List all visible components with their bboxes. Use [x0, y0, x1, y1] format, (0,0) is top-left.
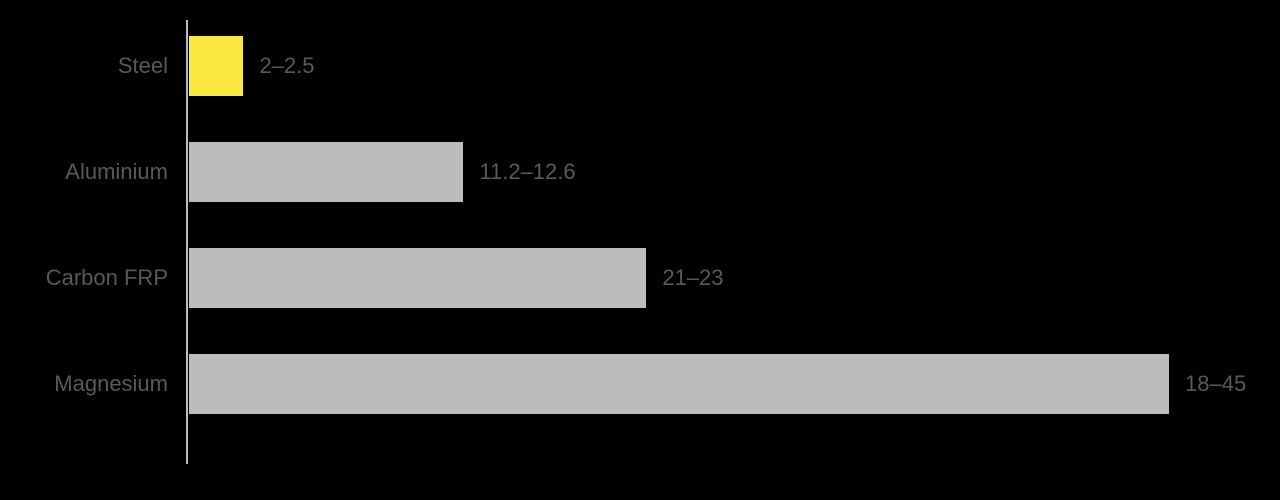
- value-label: 21–23: [662, 265, 723, 291]
- bar-row: Steel 2–2.5: [0, 36, 1280, 96]
- category-label: Magnesium: [54, 371, 168, 397]
- category-label: Steel: [118, 53, 168, 79]
- bar-row: Magnesium 18–45: [0, 354, 1280, 414]
- bar: [189, 142, 463, 202]
- value-label: 11.2–12.6: [479, 159, 575, 185]
- category-label: Aluminium: [65, 159, 168, 185]
- value-label: 2–2.5: [259, 53, 314, 79]
- bar: [189, 248, 646, 308]
- bar: [189, 354, 1169, 414]
- bar: [189, 36, 243, 96]
- category-label: Carbon FRP: [46, 265, 168, 291]
- bar-row: Aluminium 11.2–12.6: [0, 142, 1280, 202]
- bar-row: Carbon FRP 21–23: [0, 248, 1280, 308]
- materials-bar-chart: Steel 2–2.5 Aluminium 11.2–12.6 Carbon F…: [0, 0, 1280, 500]
- value-label: 18–45: [1185, 371, 1246, 397]
